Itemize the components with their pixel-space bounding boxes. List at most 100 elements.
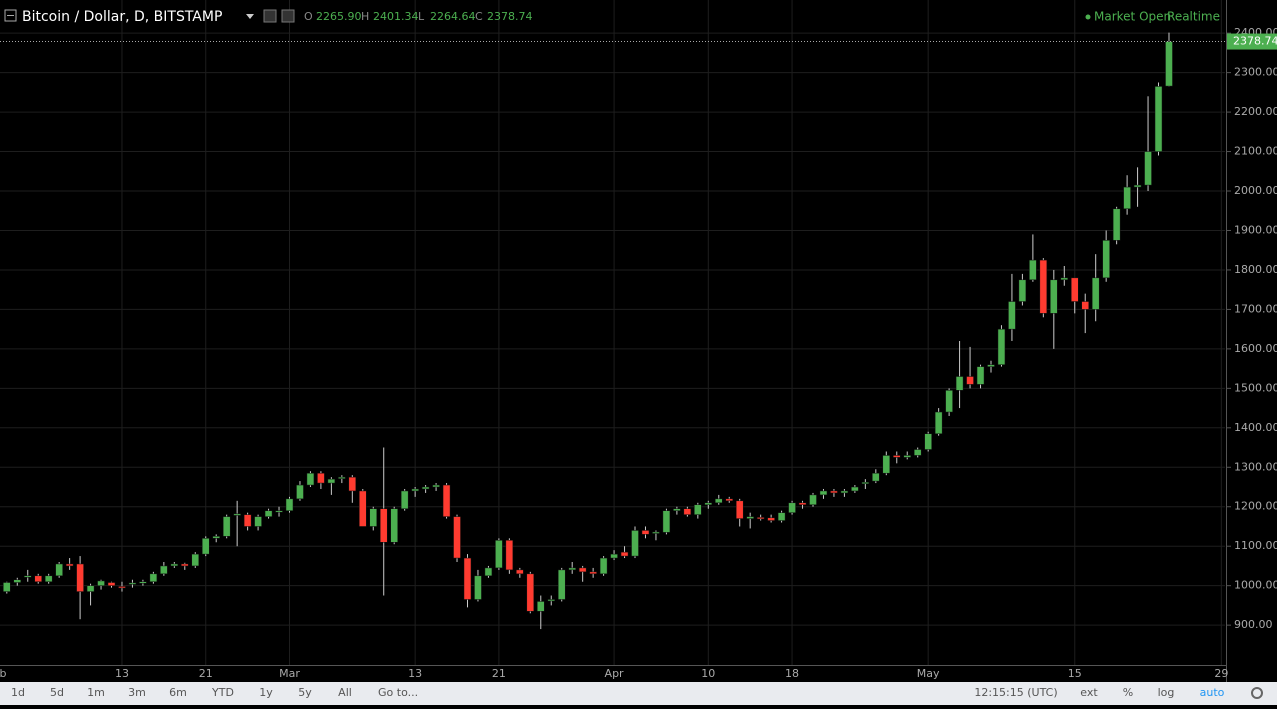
- scale-option[interactable]: log: [1158, 686, 1175, 699]
- candle-body: [44, 575, 53, 582]
- range-button[interactable]: YTD: [211, 686, 234, 699]
- ohlc-label: O: [304, 10, 313, 23]
- range-button[interactable]: All: [338, 686, 352, 699]
- candle-body: [495, 540, 503, 569]
- candle-body: [798, 502, 807, 506]
- candle-body: [76, 563, 84, 592]
- x-tick-label: 18: [785, 667, 799, 680]
- ohlc-label: C: [475, 10, 483, 23]
- candle-body: [599, 557, 608, 575]
- candle-body: [746, 516, 754, 519]
- scale-option[interactable]: ext: [1080, 686, 1098, 699]
- candle-body: [704, 502, 713, 506]
- candle-body: [1039, 259, 1048, 314]
- candle-body: [149, 573, 158, 582]
- candle-body: [767, 517, 775, 521]
- candle-body: [432, 484, 440, 488]
- candle-body: [1165, 41, 1173, 87]
- candle-body: [1060, 277, 1069, 281]
- goto-button[interactable]: Go to...: [378, 686, 418, 699]
- candle-body: [934, 411, 943, 434]
- candle-body: [547, 599, 555, 602]
- candle-body: [296, 484, 304, 500]
- y-tick-label: 1500.00: [1234, 381, 1277, 394]
- x-tick-label: b: [0, 667, 7, 680]
- candle-body: [86, 585, 95, 592]
- settings-icon[interactable]: [263, 9, 277, 23]
- candle-body: [589, 571, 597, 575]
- candle-body: [924, 433, 932, 450]
- candle-body: [1091, 277, 1100, 310]
- candle-body: [945, 390, 953, 413]
- candle-body: [809, 494, 817, 506]
- axes: 900.00 1000.00 1100.00 1200.00 1300.00 1400.0…: [0, 26, 1277, 680]
- status-dot: [1085, 14, 1091, 20]
- candle-body: [338, 476, 346, 479]
- toolbar-items: 1d 5d 1m 3m 6m YTD 1y 5y All Go to... 12:15:15 (UT…: [11, 686, 1225, 699]
- candles: [0, 32, 1225, 630]
- last-price-label: 2378.74: [1233, 35, 1277, 48]
- y-tick-label: 2000.00: [1234, 184, 1277, 197]
- candle-body: [505, 540, 514, 571]
- candle-body: [966, 376, 974, 385]
- candle-body: [631, 530, 639, 557]
- range-button[interactable]: 1y: [259, 686, 273, 699]
- market-status: Market Open: [1094, 10, 1171, 24]
- candle-body: [1133, 184, 1142, 188]
- candle-body: [13, 579, 22, 583]
- hide-icon[interactable]: [281, 9, 295, 23]
- candle-body: [55, 563, 63, 577]
- last-price-tag: [1227, 33, 1277, 50]
- candle-body: [683, 508, 692, 515]
- candle-body: [882, 455, 891, 474]
- candle-body: [139, 581, 147, 584]
- symbol-title[interactable]: Bitcoin / Dollar, D, BITSTAMP: [22, 9, 222, 25]
- x-tick-label: May: [917, 667, 940, 680]
- candle-body: [610, 553, 618, 559]
- candle-body: [641, 530, 650, 535]
- candle-body: [516, 569, 524, 575]
- range-button[interactable]: 3m: [128, 686, 146, 699]
- candle-body: [400, 490, 409, 509]
- range-button[interactable]: 1d: [11, 686, 25, 699]
- candle-body: [1102, 240, 1110, 279]
- range-button[interactable]: 1m: [87, 686, 105, 699]
- candle-body: [673, 508, 681, 511]
- x-tick-label: 29: [1214, 667, 1228, 680]
- scale-option[interactable]: %: [1123, 686, 1133, 699]
- scale-option-active[interactable]: auto: [1200, 686, 1225, 699]
- candle-body: [484, 567, 493, 577]
- candle-body: [474, 575, 482, 600]
- candle-body: [557, 569, 566, 600]
- candle-body: [955, 376, 964, 391]
- x-tick-label: 21: [199, 667, 213, 680]
- gear-icon[interactable]: [1251, 687, 1263, 699]
- candle-body: [170, 563, 179, 567]
- candle-body: [23, 575, 32, 578]
- candle-body: [1123, 186, 1131, 210]
- collapse-icon[interactable]: [4, 9, 17, 22]
- x-tick-label: Apr: [605, 667, 625, 680]
- candle-body: [317, 472, 325, 484]
- range-button[interactable]: 6m: [169, 686, 187, 699]
- candle-body: [756, 517, 765, 520]
- candle-body: [893, 455, 901, 458]
- candle-body: [65, 563, 74, 567]
- candle-body: [526, 573, 535, 612]
- candle-body: [201, 538, 210, 555]
- x-tick-label: 13: [115, 667, 129, 680]
- candle-body: [348, 476, 357, 492]
- candle-body: [264, 510, 273, 517]
- candle-body: [453, 516, 461, 559]
- caret[interactable]: [246, 14, 254, 19]
- candle-body: [128, 582, 137, 585]
- candle-body: [233, 513, 241, 516]
- range-button[interactable]: 5y: [298, 686, 312, 699]
- candle-body: [327, 478, 336, 484]
- y-tick-label: 1400.00: [1234, 421, 1277, 434]
- ohlc-values: O 2265.90 H 2401.34 L 2264.64 C 2378.74: [304, 10, 533, 23]
- candle-body: [379, 508, 388, 543]
- range-button[interactable]: 5d: [50, 686, 64, 699]
